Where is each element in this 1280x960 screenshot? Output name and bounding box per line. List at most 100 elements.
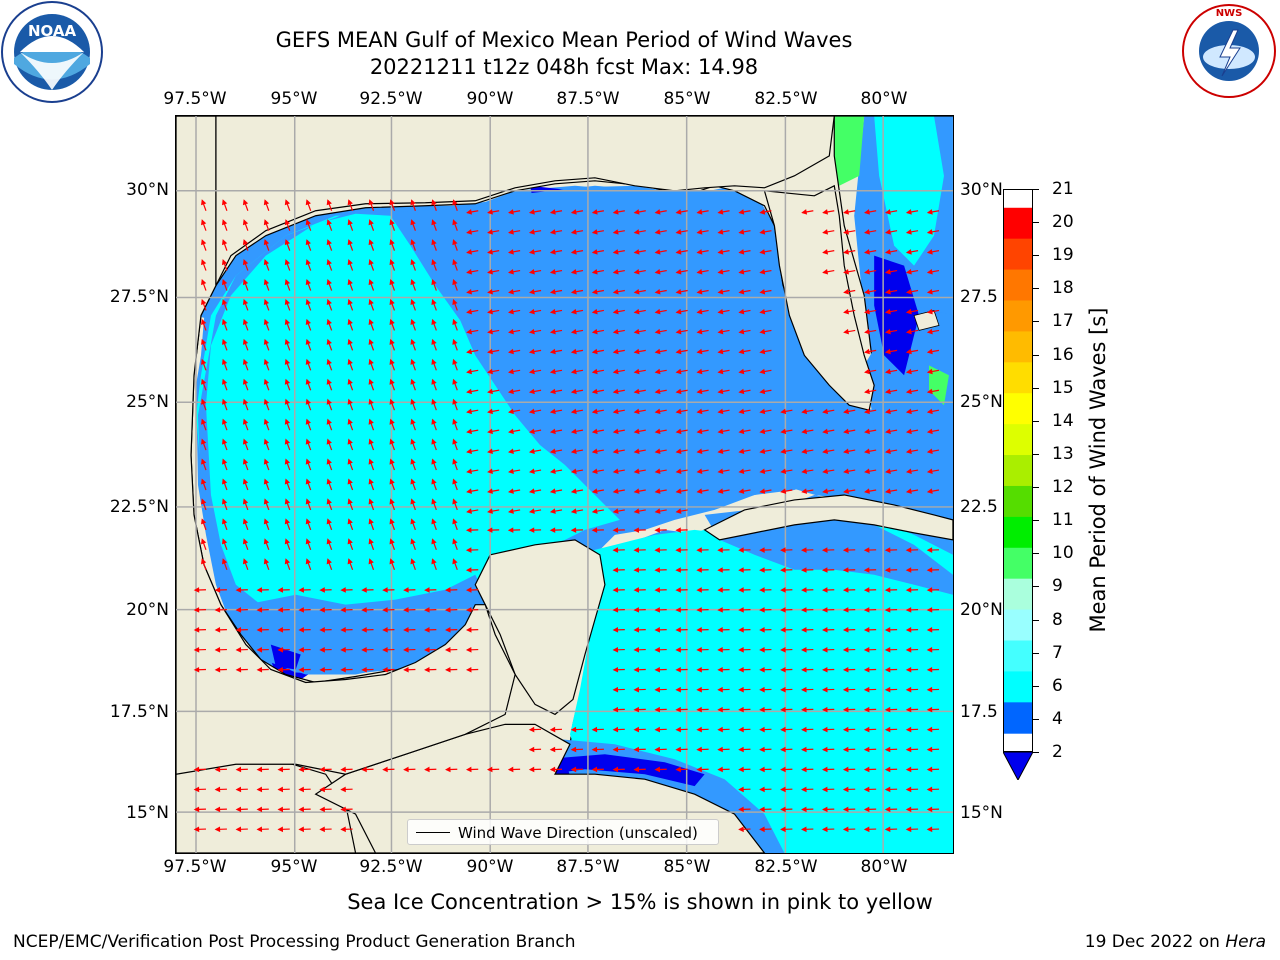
wind-arrow-head (884, 269, 891, 275)
wind-arrow-head (452, 458, 458, 465)
wind-arrow-head (864, 468, 870, 474)
wind-arrow-head (347, 538, 353, 545)
wind-arrow-head (717, 706, 723, 713)
wind-arrow-head (431, 558, 437, 565)
wind-arrow-head (570, 368, 577, 375)
wind-arrow-head (389, 538, 395, 545)
colorbar-tick-mark (1033, 222, 1039, 224)
wind-arrow-head (487, 368, 493, 375)
wind-arrow-head (410, 259, 416, 266)
wind-arrow-head (884, 647, 891, 653)
wind-arrow-head (738, 209, 745, 215)
wind-arrow-head (570, 348, 577, 355)
wind-arrow-head (591, 328, 598, 335)
wind-arrow-head (863, 647, 870, 653)
colorbar-tick-label: 9 (1052, 576, 1063, 597)
wind-arrow-head (926, 388, 933, 395)
wind-arrow-head (347, 338, 353, 345)
wind-arrow-head (410, 239, 416, 246)
map-plot (175, 115, 954, 854)
wind-arrow-head (201, 438, 207, 445)
wind-arrow-head (821, 647, 828, 653)
wind-arrow-head (305, 278, 311, 286)
wind-arrow-head (926, 448, 933, 455)
wind-arrow-head (201, 259, 207, 266)
wind-arrow-head (549, 726, 556, 733)
wind-arrow-head (780, 408, 787, 415)
wind-arrow-head (884, 826, 891, 833)
wind-arrow-head (654, 468, 661, 474)
wind-arrow-head (277, 806, 284, 813)
wind-arrow-head (201, 418, 207, 425)
wind-arrow-head (905, 308, 912, 315)
wind-arrow-head (193, 806, 200, 813)
wind-arrow-head (612, 567, 619, 573)
wind-arrow-head (843, 448, 849, 455)
wind-direction-arrows (193, 199, 940, 833)
lat-label-left: 27.5°N (109, 287, 169, 307)
wind-arrow-head (905, 826, 912, 833)
wind-arrow-head (780, 567, 786, 573)
wind-arrow-head (633, 686, 640, 693)
colorbar-tick-mark (1033, 387, 1039, 389)
colorbar-segment (1004, 238, 1032, 271)
wind-arrow-head (863, 567, 870, 573)
wind-arrow-head (368, 438, 374, 445)
wind-arrow-head (242, 338, 249, 345)
wind-arrow-head (759, 786, 765, 793)
wind-arrow-head (612, 726, 619, 733)
wind-arrow-head (654, 249, 661, 255)
wind-arrow-head (403, 766, 409, 773)
wind-arrow-head (759, 686, 765, 693)
lat-label-right: 27.5 (960, 287, 998, 307)
lon-label-bot: 92.5°W (359, 857, 423, 877)
lon-label-top: 95°W (270, 89, 318, 109)
wind-arrow-head (368, 239, 374, 246)
footer-date: 19 Dec 2022 on Hera (1085, 932, 1266, 952)
wind-arrow-head (821, 746, 828, 753)
wind-arrow-head (905, 547, 912, 553)
wind-arrow-head (263, 398, 270, 405)
wind-arrow-head (905, 249, 912, 255)
wind-arrow-head (528, 328, 535, 335)
wind-arrow-head (389, 239, 395, 246)
wind-arrow-head (193, 587, 200, 593)
nws-logo: NWS (1182, 4, 1276, 98)
wind-arrow-head (780, 468, 787, 474)
wind-arrow-head (759, 726, 765, 733)
wind-arrow-head (926, 647, 933, 653)
wind-arrow-head (277, 587, 284, 593)
wind-arrow-head (298, 766, 304, 773)
wind-arrow-head (738, 328, 745, 335)
wind-arrow-head (368, 199, 374, 206)
wind-arrow-head (612, 468, 619, 474)
wind-arrow-head (410, 318, 416, 325)
wind-arrow-head (864, 209, 870, 215)
wind-arrow-head (801, 686, 807, 693)
wind-arrow-head (696, 269, 703, 275)
wind-arrow-head (612, 388, 619, 395)
wind-arrow-head (452, 558, 458, 565)
wind-arrow-head (570, 209, 577, 215)
wind-arrow-head (368, 418, 374, 425)
wind-arrow-head (221, 338, 228, 345)
wind-arrow-head (570, 288, 577, 295)
colorbar-segment (1004, 671, 1032, 703)
wind-arrow-head (591, 428, 598, 435)
wind-arrow-head (382, 607, 388, 613)
wind-arrow-head (235, 627, 242, 633)
wind-arrow-head (242, 318, 249, 325)
wind-arrow-head (201, 478, 207, 485)
wind-arrow-head (738, 666, 744, 673)
wind-arrow-head (410, 398, 416, 405)
wind-arrow-head (821, 786, 828, 793)
wind-arrow-head (235, 647, 242, 653)
wind-arrow-head (549, 448, 556, 455)
wind-arrow-head (528, 488, 535, 494)
wind-arrow-head (465, 607, 472, 613)
wind-arrow-head (654, 368, 661, 375)
wind-arrow-head (242, 259, 249, 266)
wind-arrow-head (801, 627, 807, 633)
wind-arrow-head (382, 587, 388, 593)
wind-arrow-head (263, 278, 270, 286)
